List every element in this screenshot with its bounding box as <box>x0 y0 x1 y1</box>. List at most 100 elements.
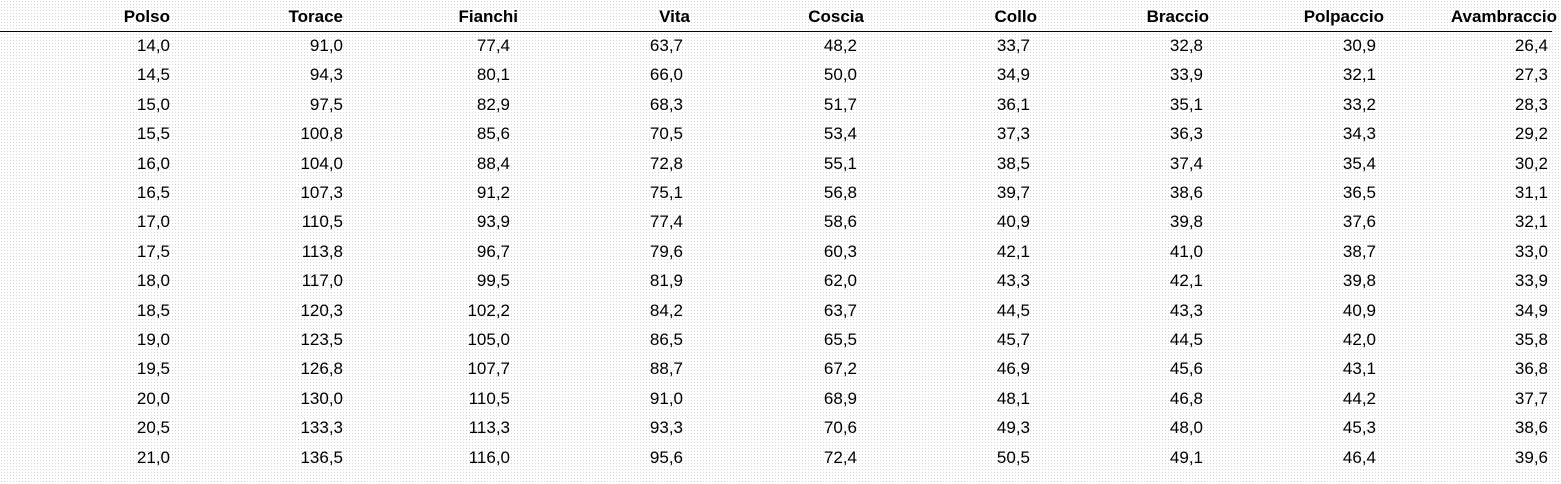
table-cell: 95,6 <box>649 447 683 467</box>
table-cell: 38,6 <box>1169 183 1203 202</box>
column-header: Braccio <box>1146 7 1209 26</box>
table-cell: 42,0 <box>1342 330 1376 349</box>
table-cell: 48,1 <box>996 388 1030 408</box>
table-cell: 32,1 <box>1342 65 1376 85</box>
table-cell: 18,5 <box>136 300 170 320</box>
table-cell: 33,0 <box>1514 241 1548 261</box>
table-cell: 72,8 <box>649 153 683 173</box>
table-cell: 42,1 <box>996 241 1030 261</box>
table-cell: 45,3 <box>1342 418 1376 438</box>
table-cell: 32,8 <box>1169 36 1203 55</box>
table-cell: 75,1 <box>649 183 683 202</box>
table-cell: 66,0 <box>649 65 683 85</box>
table-cell: 44,5 <box>996 300 1030 320</box>
table-cell: 35,8 <box>1514 330 1548 349</box>
table-cell: 37,4 <box>1169 153 1203 173</box>
table-cell: 41,0 <box>1169 241 1203 261</box>
table-cell: 45,7 <box>996 330 1030 349</box>
table-cell: 20,5 <box>136 418 170 438</box>
table-cell: 17,0 <box>136 212 170 232</box>
table-cell: 20,0 <box>136 388 170 408</box>
table-cell: 85,6 <box>476 124 510 144</box>
table-cell: 15,5 <box>136 124 170 144</box>
table-cell: 38,5 <box>996 153 1030 173</box>
table-cell: 77,4 <box>649 212 683 232</box>
table-cell: 46,4 <box>1342 447 1376 467</box>
table-cell: 46,9 <box>996 359 1030 379</box>
table-cell: 86,5 <box>649 330 683 349</box>
table-cell: 79,6 <box>649 241 683 261</box>
table-cell: 33,9 <box>1169 65 1203 85</box>
table-cell: 70,5 <box>649 124 683 144</box>
table-cell: 39,8 <box>1169 212 1203 232</box>
table-cell: 35,1 <box>1169 94 1203 114</box>
table-cell: 56,8 <box>823 183 857 202</box>
table-cell: 102,2 <box>467 300 510 320</box>
table-cell: 33,7 <box>996 36 1030 55</box>
table-cell: 88,7 <box>649 359 683 379</box>
table-cell: 72,4 <box>823 447 857 467</box>
table-cell: 37,6 <box>1342 212 1376 232</box>
table-cell: 46,8 <box>1169 388 1203 408</box>
table-cell: 91,0 <box>309 36 343 55</box>
table-cell: 43,1 <box>1342 359 1376 379</box>
table-cell: 31,1 <box>1514 183 1548 202</box>
table-cell: 67,2 <box>823 359 857 379</box>
table-cell: 42,1 <box>1169 271 1203 291</box>
table-cell: 18,0 <box>136 271 170 291</box>
table-cell: 63,7 <box>649 36 683 55</box>
table-cell: 107,3 <box>300 183 343 202</box>
table-cell: 96,7 <box>476 241 510 261</box>
table-cell: 123,5 <box>300 330 343 349</box>
table-cell: 43,3 <box>996 271 1030 291</box>
table-cell: 45,6 <box>1169 359 1203 379</box>
table-cell: 34,9 <box>1514 300 1548 320</box>
table-cell: 107,7 <box>467 359 510 379</box>
table-cell: 93,9 <box>476 212 510 232</box>
table-cell: 88,4 <box>476 153 510 173</box>
column-header: Torace <box>288 7 344 26</box>
table-cell: 14,5 <box>136 65 170 85</box>
table-cell: 49,3 <box>996 418 1030 438</box>
table-cell: 116,0 <box>468 447 510 467</box>
table-cell: 68,9 <box>823 388 857 408</box>
table-cell: 48,0 <box>1169 418 1203 438</box>
table-cell: 36,5 <box>1342 183 1376 202</box>
table-cell: 44,2 <box>1342 388 1376 408</box>
table-cell: 65,5 <box>823 330 857 349</box>
column-header: Coscia <box>808 7 864 26</box>
table-cell: 50,0 <box>823 65 857 85</box>
table-cell: 91,2 <box>476 183 510 202</box>
column-header: Fianchi <box>458 7 518 26</box>
table-cell: 14,0 <box>136 36 170 55</box>
table-cell: 126,8 <box>300 359 343 379</box>
table-cell: 80,1 <box>476 65 510 85</box>
table-cell: 105,0 <box>467 330 510 349</box>
table-cell: 32,1 <box>1514 212 1548 232</box>
table-cell: 55,1 <box>823 153 857 173</box>
table-cell: 29,2 <box>1514 124 1548 144</box>
table-cell: 49,1 <box>1169 447 1203 467</box>
table-cell: 93,3 <box>649 418 683 438</box>
column-header: Vita <box>659 7 690 26</box>
table-cell: 16,0 <box>136 153 170 173</box>
table-cell: 110,5 <box>301 212 343 232</box>
table-cell: 110,5 <box>468 388 510 408</box>
table-cell: 50,5 <box>996 447 1030 467</box>
table-cell: 33,2 <box>1342 94 1376 114</box>
column-header: Polso <box>123 7 170 26</box>
table-cell: 94,3 <box>309 65 343 85</box>
column-header: Polpaccio <box>1303 7 1384 26</box>
table-cell: 34,3 <box>1342 124 1376 144</box>
table-cell: 113,3 <box>468 418 510 438</box>
table-cell: 19,0 <box>136 330 170 349</box>
table-cell: 77,4 <box>476 36 510 55</box>
table-cell: 39,7 <box>996 183 1030 202</box>
table-cell: 62,0 <box>823 271 857 291</box>
table-cell: 30,2 <box>1514 153 1548 173</box>
table-cell: 113,8 <box>301 241 343 261</box>
table-cell: 84,2 <box>649 300 683 320</box>
table-cell: 91,0 <box>649 388 683 408</box>
table-cell: 104,0 <box>300 153 343 173</box>
